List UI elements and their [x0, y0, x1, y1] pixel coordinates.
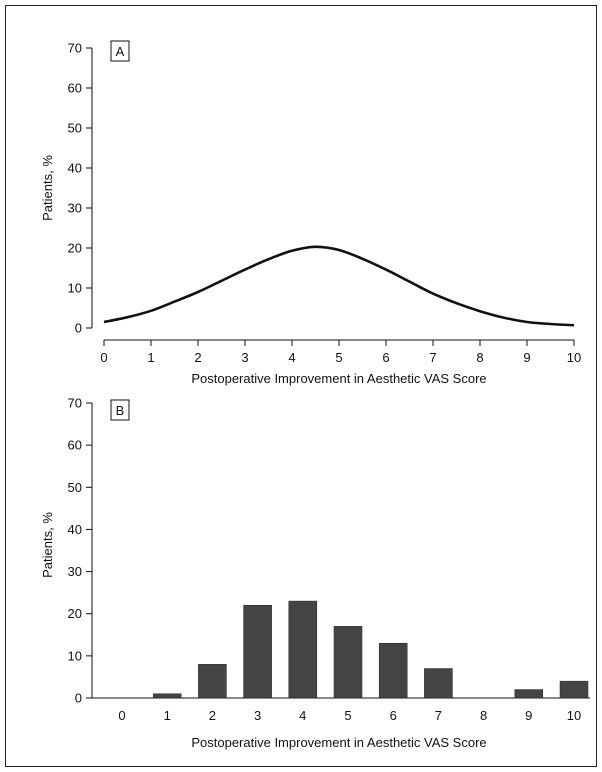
panel-b-x-tick-label: 5: [344, 708, 351, 723]
panel-b-bars: [152, 600, 589, 699]
panel-a-x-label: Postoperative Improvement in Aesthetic V…: [191, 371, 486, 386]
panel-a-x-tick-label: 8: [476, 350, 483, 365]
panel-a-x-tick-label: 10: [567, 350, 581, 365]
panel-b-bar: [378, 642, 408, 699]
panel-b-bar: [514, 689, 544, 699]
panel-a-x-tick-label: 4: [288, 350, 295, 365]
panel-a-y-tick-label: 20: [68, 241, 82, 256]
panel-a-y-tick-label: 70: [68, 41, 82, 56]
panel-b-x-tick-label: 4: [299, 708, 306, 723]
panel-b-y-tick-label: 40: [68, 522, 82, 537]
panel-b-x-tick-label: 3: [254, 708, 261, 723]
panel-b-x-tick-label: 1: [164, 708, 171, 723]
panel-b-bar: [198, 664, 227, 699]
panel-b-x-tick-label: 2: [209, 708, 216, 723]
panel-b-y-label: Patients, %: [40, 512, 55, 578]
panel-b-bar: [288, 600, 318, 699]
panel-b-x-tick-label: 0: [118, 708, 125, 723]
panel-b-y-tick-label: 60: [68, 438, 82, 453]
panel-a-y-tick-label: 30: [68, 201, 82, 216]
panel-b-x-tick-label: 9: [525, 708, 532, 723]
panel-a-label-box: [110, 40, 130, 62]
panel-b-y-tick-label: 50: [68, 480, 82, 495]
panel-a-series-line: [103, 245, 575, 327]
panel-b-y-tick-label: 10: [68, 648, 82, 663]
panel-a-label: A: [116, 44, 125, 59]
panel-b-bar: [333, 626, 363, 699]
panel-b-x-ticks: 0 1 2 3 4 5 6 7 8 9 10: [118, 708, 581, 723]
panel-b-label-box: [110, 399, 130, 421]
panel-b-bar: [152, 693, 182, 699]
panel-a-y-ticks: 0 10 20 30 40 50 60 70: [68, 41, 92, 336]
panel-b-x-tick-label: 10: [567, 708, 581, 723]
panel-b-y-ticks: 0 10 20 30 40 50 60 70: [68, 396, 92, 706]
panel-b-y-tick-label: 0: [75, 691, 82, 706]
panel-b-x-tick-label: 7: [435, 708, 442, 723]
panel-b-y-tick-label: 30: [68, 564, 82, 579]
panel-b-y-tick-label: 70: [68, 396, 82, 411]
panel-a-y-tick-label: 0: [75, 321, 82, 336]
panel-a-x-tick-label: 1: [147, 350, 154, 365]
panel-a-x-tick-label: 7: [429, 350, 436, 365]
panel-b-label: B: [116, 403, 125, 418]
panel-a-x-tick-label: 6: [382, 350, 389, 365]
panel-a-y-label: Patients, %: [40, 155, 55, 221]
panel-a-y-tick-label: 60: [68, 81, 82, 96]
panel-a-x-ticks: 0 1 2 3 4 5 6 7 8 9 10: [100, 340, 581, 365]
panel-a-x-tick-label: 9: [523, 350, 530, 365]
panel-a-x-tick-label: 3: [241, 350, 248, 365]
panel-b-bar: [243, 605, 272, 699]
panel-b-y-tick-label: 20: [68, 606, 82, 621]
panel-b-bar: [559, 680, 589, 699]
panel-a-x-tick-label: 2: [194, 350, 201, 365]
panel-a-x-tick-label: 0: [100, 350, 107, 365]
panel-b-x-label: Postoperative Improvement in Aesthetic V…: [191, 735, 486, 750]
panel-a-y-tick-label: 40: [68, 161, 82, 176]
panel-a-line-chart: 0 10 20 30 40 50 60 70 0 1 2 3 4 5 6 7 8 9 10 A Patients,…: [40, 40, 581, 386]
panel-a-x-tick-label: 5: [335, 350, 342, 365]
panel-a-y-tick-label: 50: [68, 121, 82, 136]
panel-b-x-tick-label: 6: [390, 708, 397, 723]
panel-b-bar-chart: 0 10 20 30 40 50 60 70 0 1 2 3 4 5 6 7 8 9 10 B Patients,…: [40, 396, 590, 750]
panel-b-bar: [424, 668, 453, 699]
panel-b-x-tick-label: 8: [480, 708, 487, 723]
panel-a-y-tick-label: 10: [68, 281, 82, 296]
